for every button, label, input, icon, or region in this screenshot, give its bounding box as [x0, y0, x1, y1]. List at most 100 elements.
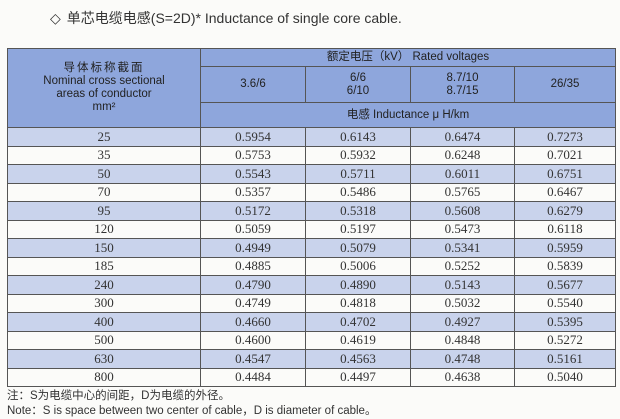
inductance-cell: 0.5932: [305, 145, 411, 165]
page-title: ◇ 单芯电缆电感(S=2D)* Inductance of single core…: [50, 8, 402, 28]
cross-section-header: 导体标称截面 Nominal cross sectional areas of …: [7, 48, 201, 128]
cross-section-cell: 500: [7, 330, 201, 350]
table-row: 185 0.4885 0.5006 0.5252 0.5839: [7, 256, 617, 276]
table-row: 120 0.5059 0.5197 0.5473 0.6118: [7, 219, 617, 239]
voltage-header: 26/35: [513, 66, 617, 103]
cross-section-cell: 70: [7, 182, 201, 202]
inductance-cell: 0.4547: [200, 349, 306, 369]
voltage-header: 8.7/10 8.7/15: [410, 66, 515, 103]
inductance-cell: 0.5839: [513, 256, 617, 276]
inductance-cell: 0.5543: [200, 164, 306, 184]
cross-section-cell: 800: [7, 367, 201, 387]
inductance-cell: 0.6143: [305, 127, 411, 147]
inductance-cell: 0.4563: [305, 349, 411, 369]
inductance-cell: 0.5341: [410, 238, 515, 258]
inductance-cell: 0.5753: [200, 145, 306, 165]
inductance-cell: 0.5765: [410, 182, 515, 202]
inductance-cell: 0.5357: [200, 182, 306, 202]
inductance-cell: 0.6011: [410, 164, 515, 184]
cross-section-cell: 150: [7, 238, 201, 258]
voltage-label: 8.7/15: [446, 84, 479, 97]
notes: 注：S为电缆中心的间距，D为电缆的外径。 Note：S is space bet…: [7, 389, 376, 419]
inductance-header: 电感 Inductance μ H/km: [199, 102, 617, 128]
inductance-cell: 0.5954: [200, 127, 306, 147]
inductance-cell: 0.4638: [410, 367, 515, 387]
inductance-cell: 0.4949: [200, 238, 306, 258]
inductance-cell: 0.5677: [513, 275, 617, 295]
inductance-cell: 0.5079: [305, 238, 411, 258]
cross-section-en1: Nominal cross sectional: [43, 75, 165, 87]
inductance-cell: 0.4890: [305, 275, 411, 295]
inductance-cell: 0.5318: [305, 201, 411, 221]
cross-section-cell: 630: [7, 349, 201, 369]
inductance-cell: 0.5711: [305, 164, 411, 184]
inductance-cell: 0.5486: [305, 182, 411, 202]
inductance-cell: 0.5197: [305, 219, 411, 239]
voltage-label: 8.7/10: [446, 71, 479, 84]
inductance-cell: 0.5395: [513, 312, 617, 332]
inductance-cell: 0.6467: [513, 182, 617, 202]
cross-section-cell: 120: [7, 219, 201, 239]
voltage-header: 3.6/6: [200, 66, 306, 103]
cross-section-en2: areas of conductor: [56, 88, 152, 100]
voltage-label: 6/10: [346, 84, 370, 97]
cross-section-zh: 导体标称截面: [63, 62, 145, 74]
cross-section-cell: 25: [7, 127, 201, 147]
inductance-cell: 0.4927: [410, 312, 515, 332]
table-row: 35 0.5753 0.5932 0.6248 0.7021: [7, 145, 617, 165]
inductance-cell: 0.5143: [410, 275, 515, 295]
table-row: 240 0.4790 0.4890 0.5143 0.5677: [7, 275, 617, 295]
inductance-cell: 0.5608: [410, 201, 515, 221]
table-row: 800 0.4484 0.4497 0.4638 0.5040: [7, 367, 617, 387]
inductance-cell: 0.4600: [200, 330, 306, 350]
inductance-cell: 0.5161: [513, 349, 617, 369]
inductance-cell: 0.4818: [305, 293, 411, 313]
inductance-cell: 0.5473: [410, 219, 515, 239]
rated-voltages-header: 额定电压（kV） Rated voltages: [199, 48, 617, 67]
inductance-cell: 0.5032: [410, 293, 515, 313]
inductance-cell: 0.4748: [410, 349, 515, 369]
cross-section-cell: 400: [7, 312, 201, 332]
cross-section-cell: 35: [7, 145, 201, 165]
inductance-cell: 0.6751: [513, 164, 617, 184]
cross-section-cell: 185: [7, 256, 201, 276]
cross-section-cell: 300: [7, 293, 201, 313]
inductance-cell: 0.6279: [513, 201, 617, 221]
inductance-cell: 0.4619: [305, 330, 411, 350]
title-text: 单芯电缆电感(S=2D)* Inductance of single core …: [66, 10, 402, 26]
inductance-cell: 0.5172: [200, 201, 306, 221]
table-row: 630 0.4547 0.4563 0.4748 0.5161: [7, 349, 617, 369]
diamond-outline-icon: ◇: [50, 10, 61, 26]
inductance-cell: 0.4484: [200, 367, 306, 387]
inductance-table: 导体标称截面 Nominal cross sectional areas of …: [7, 48, 617, 387]
inductance-cell: 0.5540: [513, 293, 617, 313]
cross-section-cell: 95: [7, 201, 201, 221]
voltage-label: 3.6/6: [240, 78, 266, 90]
voltage-label: 26/35: [550, 78, 580, 90]
inductance-cell: 0.4790: [200, 275, 306, 295]
inductance-cell: 0.7273: [513, 127, 617, 147]
inductance-cell: 0.4885: [200, 256, 306, 276]
voltage-label: 6/6: [350, 71, 366, 84]
table-row: 70 0.5357 0.5486 0.5765 0.6467: [7, 182, 617, 202]
note-zh: 注：S为电缆中心的间距，D为电缆的外径。: [7, 390, 230, 402]
inductance-cell: 0.4848: [410, 330, 515, 350]
cross-section-cell: 50: [7, 164, 201, 184]
note-en: Note：S is space between two center of ca…: [7, 405, 377, 417]
inductance-cell: 0.6474: [410, 127, 515, 147]
cross-section-cell: 240: [7, 275, 201, 295]
inductance-cell: 0.7021: [513, 145, 617, 165]
inductance-cell: 0.4660: [200, 312, 306, 332]
inductance-cell: 0.5006: [305, 256, 411, 276]
inductance-cell: 0.6118: [513, 219, 617, 239]
table-row: 400 0.4660 0.4702 0.4927 0.5395: [7, 312, 617, 332]
inductance-cell: 0.5272: [513, 330, 617, 350]
table-row: 500 0.4600 0.4619 0.4848 0.5272: [7, 330, 617, 350]
cross-section-unit: mm²: [92, 101, 116, 113]
inductance-cell: 0.5040: [513, 367, 617, 387]
inductance-cell: 0.4497: [305, 367, 411, 387]
voltage-header: 6/6 6/10: [305, 66, 411, 103]
table-row: 50 0.5543 0.5711 0.6011 0.6751: [7, 164, 617, 184]
table-row: 25 0.5954 0.6143 0.6474 0.7273: [7, 127, 617, 147]
table-row: 150 0.4949 0.5079 0.5341 0.5959: [7, 238, 617, 258]
